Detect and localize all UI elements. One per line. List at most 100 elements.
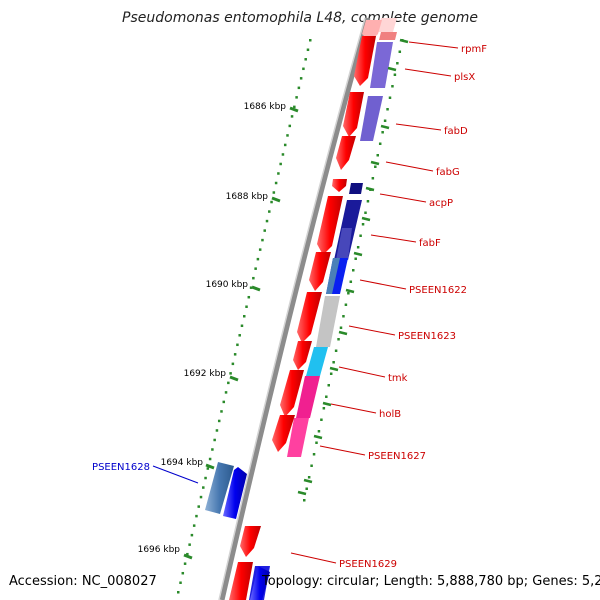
ruler-dot [361,223,365,226]
ruler-dot [354,257,357,260]
ruler-dot [186,552,189,556]
ruler-dot [305,487,308,490]
genome-backbone [219,17,371,600]
ruler-minor-tick [338,330,348,336]
ruler-dot [270,200,273,204]
gene-arrow-PSEEN1627 [272,415,295,452]
ruler-dot [290,115,294,118]
ruler-dot [332,361,335,364]
ruler-dot [213,438,216,442]
ruler-dot [376,154,379,157]
gene-arrow-acpP [332,179,347,192]
ruler-dot [281,153,285,156]
ruler-dot [192,524,196,527]
ribbon-PSEEN1623 [316,296,340,347]
ruler-dot [224,391,228,394]
gene-label-plsx[interactable]: plsX [454,72,475,83]
ruler-dot [197,505,200,508]
gene-label-fabf[interactable]: fabF [419,238,441,249]
genome-backbone-highlight [218,17,366,600]
leader-line-pseen1629 [290,552,337,564]
ruler-dot [386,108,389,111]
gene-label-holb[interactable]: holB [379,409,401,420]
ruler-dot [233,353,237,356]
gene-ribbons [249,18,397,600]
gene-label-pseen1627[interactable]: PSEEN1627 [368,451,426,462]
gene-arrow-fabF [317,196,343,255]
ruler-dot [249,286,253,289]
ruler-dot [374,165,377,168]
gene-label-pseen1622[interactable]: PSEEN1622 [409,285,467,296]
ruler-major-tick [251,285,261,292]
gene-label-rpmf[interactable]: rpmF [461,44,487,55]
gene-arrow-holB [280,370,304,417]
ruler-major-tick [205,463,215,470]
leader-line-pseen1622 [359,279,407,290]
gene-label-pseen1623[interactable]: PSEEN1623 [398,331,456,342]
gene-arrow-fabG [336,136,356,170]
ruler-dot [309,39,312,42]
ruler-dot [383,119,387,122]
ribbon-rpmF [377,18,397,32]
ruler-labels: 1686 kbp 1688 kbp 1690 kbp 1692 kbp 1694 kbp… [138,102,287,555]
gene-label-tmk[interactable]: tmk [388,373,408,384]
ruler-minor-tick [370,160,380,166]
leader-line-fabf [370,234,417,243]
ruler-minor-tick [322,401,332,407]
ruler-dot [240,324,244,328]
ruler-dot [274,181,278,185]
ruler-dot [256,257,260,261]
ruler-label: 1694 kbp [161,458,204,468]
ruler-dot [206,467,210,470]
ruler-dot [272,191,276,194]
ruler-dot [245,305,248,308]
ruler-dot [312,453,316,456]
ruler-label: 1686 kbp [244,102,287,112]
ruler-dot [179,581,182,584]
ruler-dot [183,562,187,565]
ruler-dot [254,267,257,270]
ruler-dot [393,73,397,76]
leader-line-pseen1627 [319,445,366,456]
ribbon-fabF-2 [336,228,352,260]
ruler-dot [381,131,384,134]
ruler-dot [199,495,203,499]
gene-label-acpp[interactable]: acpP [429,198,453,209]
ruler-major-tick [271,196,281,203]
ruler-dot [204,476,207,480]
ruler-minor-tick [345,288,355,294]
gene-label-pseen1629[interactable]: PSEEN1629 [339,559,397,570]
ruler-dot [337,338,340,341]
gene-label-pseen1628[interactable]: PSEEN1628 [92,462,150,473]
ruler-dot [297,86,301,90]
ruler-dot [181,571,185,575]
ruler-major-tick [229,375,239,382]
ribbon-PSEEN1622-left [326,258,340,294]
gene-label-fabd[interactable]: fabD [444,126,468,137]
ruler-dot [222,400,226,404]
ruler-dot [283,143,287,147]
gene-arrow-PSEEN1623 [297,292,322,343]
ruler-dot [236,343,239,347]
ruler-dot [279,162,282,166]
leader-line-rpmf [408,41,459,49]
ruler-dot [310,464,313,467]
gene-labels: rpmF plsX fabD fabG acpP fabF PSEEN1622 PSEEN16… [92,44,487,570]
gene-arrow-PSEEN1622 [309,252,331,291]
ruler-dot [243,315,246,318]
ruler-dot [306,48,310,52]
ruler-dot [334,349,338,352]
ruler-dot [220,410,223,413]
ruler-label: 1696 kbp [138,545,181,555]
ruler-dot [364,211,367,214]
ruler-dot [231,362,235,366]
ruler-minor-tick [329,366,339,372]
ruler-dot [293,105,296,109]
ruler-major-tick [289,106,299,113]
gene-label-fabg[interactable]: fabG [436,167,460,178]
ruler-label: 1690 kbp [206,280,249,290]
ruler-dot [277,172,280,175]
ruler-dot [227,381,230,385]
ruler-dot [229,372,232,375]
ruler-minor-tick [313,434,323,440]
